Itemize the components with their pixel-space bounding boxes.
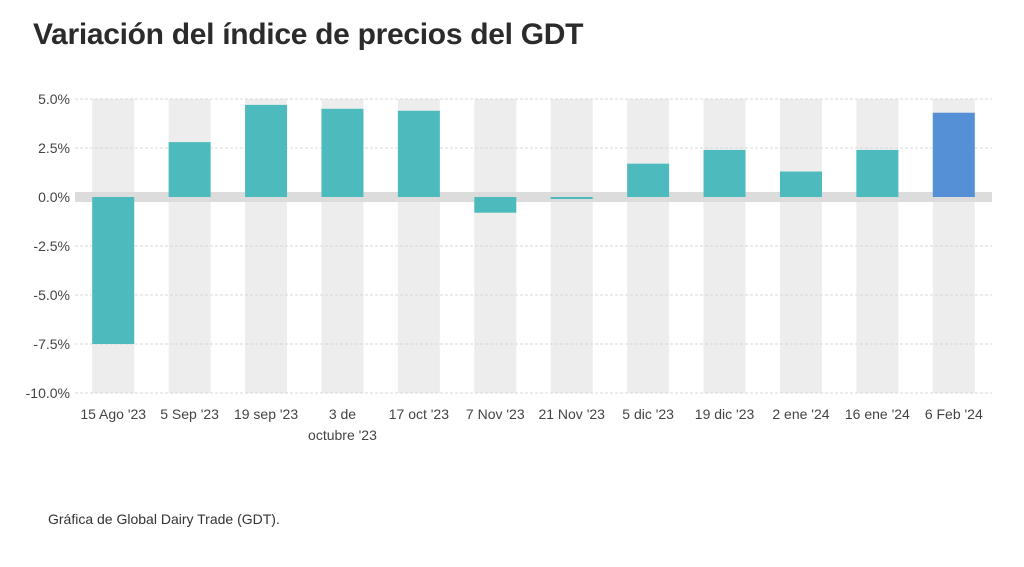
bar [321, 108, 364, 197]
x-tick-label: 16 ene '24 [845, 406, 910, 422]
x-tick-label: 7 Nov '23 [466, 406, 525, 422]
bar [856, 149, 899, 197]
x-tick-label: 2 ene '24 [772, 406, 829, 422]
bars [92, 104, 975, 344]
y-tick-label: 2.5% [38, 140, 70, 156]
x-tick-label: 19 dic '23 [695, 406, 755, 422]
x-tick-label: 5 dic '23 [622, 406, 674, 422]
bar [779, 171, 822, 197]
x-tick-label: 19 sep '23 [234, 406, 298, 422]
bar [932, 112, 975, 197]
x-tick-label: 3 de octubre '23 [308, 406, 377, 443]
x-axis-ticks: 15 Ago '23 5 Sep '23 19 sep '23 3 de octubre… [80, 406, 983, 443]
x-tick-label: 15 Ago '23 [80, 406, 146, 422]
y-tick-label: 0.0% [38, 189, 70, 205]
x-tick-label: 5 Sep '23 [160, 406, 219, 422]
x-tick-label: 6 Feb '24 [925, 406, 983, 422]
y-tick-label: -2.5% [33, 238, 70, 254]
gridlines [75, 98, 992, 394]
bar [92, 197, 135, 344]
y-tick-label: -10.0% [26, 385, 70, 401]
x-tick-label: 17 oct '23 [389, 406, 449, 422]
column-band [703, 99, 746, 393]
bar [474, 197, 517, 213]
y-tick-label: 5.0% [38, 91, 70, 107]
zero-line [75, 192, 992, 202]
chart-caption: Gráfica de Global Dairy Trade (GDT). [48, 511, 280, 527]
bar [397, 110, 440, 197]
bar [703, 149, 746, 197]
bar [168, 142, 211, 197]
y-tick-label: -5.0% [33, 287, 70, 303]
chart-title: Variación del índice de precios del GDT [33, 18, 584, 51]
y-tick-label: -7.5% [33, 336, 70, 352]
bar [550, 197, 593, 199]
bar [245, 104, 288, 197]
y-axis-ticks: 5.0% 2.5% 0.0% -2.5% -5.0% -7.5% -10.0% [26, 91, 70, 401]
x-tick-label: 21 Nov '23 [538, 406, 605, 422]
bar [627, 163, 670, 197]
